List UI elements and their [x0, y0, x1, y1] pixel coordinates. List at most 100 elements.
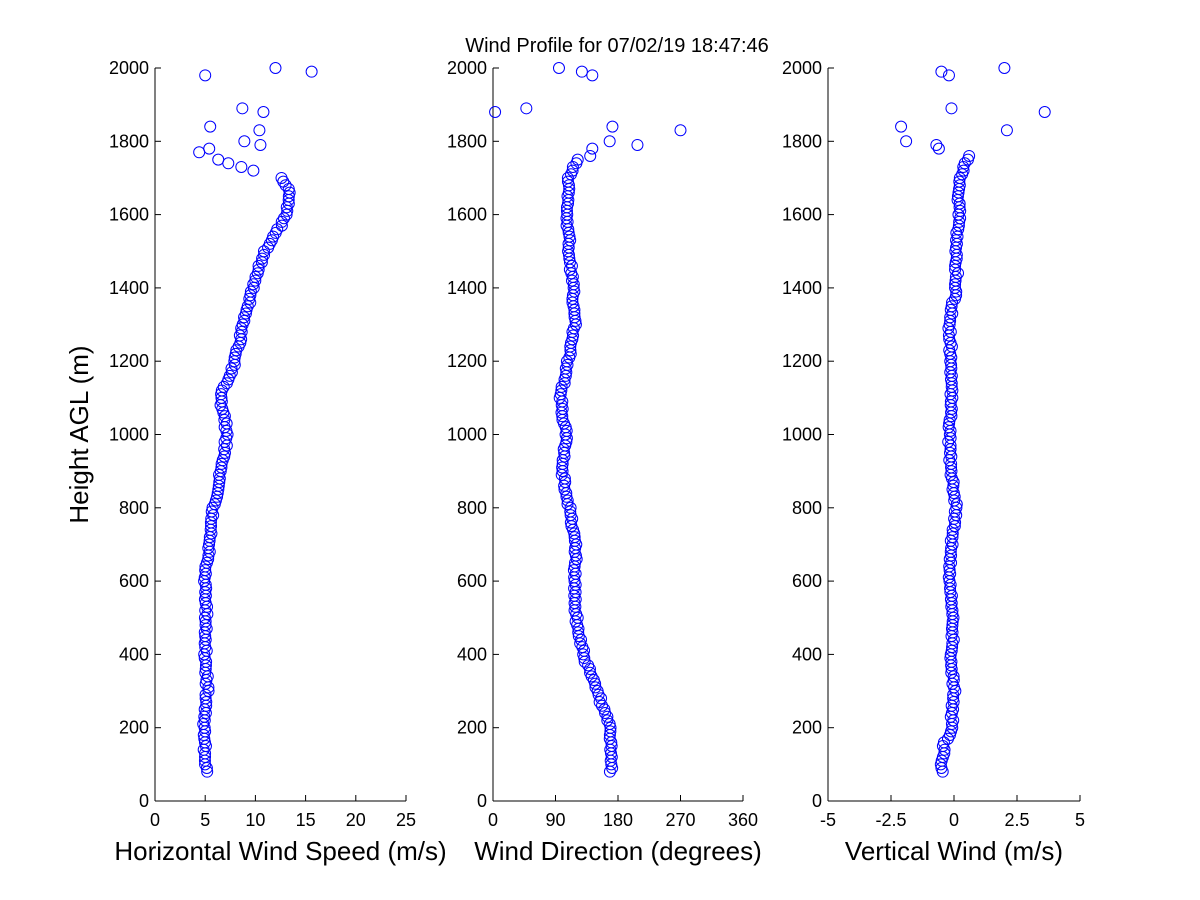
y-tick-label: 1800	[782, 131, 822, 151]
data-point	[568, 531, 581, 544]
data-point	[935, 65, 948, 78]
data-point	[254, 138, 267, 151]
y-tick-label: 800	[119, 498, 149, 518]
data-point	[945, 102, 958, 115]
data-point	[223, 369, 236, 382]
y-tick-label: 0	[812, 791, 822, 811]
y-tick-label: 1000	[447, 425, 487, 445]
data-point	[947, 479, 960, 492]
data-point	[206, 501, 219, 514]
data-point	[277, 212, 290, 225]
y-tick-label: 200	[119, 718, 149, 738]
x-tick-label: 0	[488, 810, 498, 830]
data-point	[305, 65, 318, 78]
x-tick-label: 10	[245, 810, 265, 830]
data-point	[252, 263, 265, 276]
data-point	[241, 300, 254, 313]
y-tick-label: 1000	[109, 425, 149, 445]
data-point	[249, 270, 262, 283]
data-point	[595, 699, 608, 712]
y-tick-label: 200	[792, 718, 822, 738]
x-tick-label: 5	[1075, 810, 1085, 830]
data-point	[230, 344, 243, 357]
y-tick-label: 1600	[782, 205, 822, 225]
x-axis-label: Vertical Wind (m/s)	[845, 836, 1063, 866]
data-point	[950, 498, 963, 511]
y-tick-label: 1200	[782, 351, 822, 371]
data-point	[235, 160, 248, 173]
data-point	[561, 175, 574, 188]
data-point	[564, 509, 577, 522]
y-tick-label: 400	[119, 644, 149, 664]
y-tick-label: 200	[457, 718, 487, 738]
data-point	[252, 259, 265, 272]
data-point	[942, 69, 955, 82]
data-point	[217, 380, 230, 393]
data-point	[895, 120, 908, 133]
y-axis-label: Height AGL (m)	[64, 345, 94, 523]
data-point	[229, 347, 242, 360]
data-point	[586, 69, 599, 82]
data-point	[958, 157, 971, 170]
y-tick-label: 1600	[109, 205, 149, 225]
data-point	[601, 710, 614, 723]
y-tick-label: 1400	[447, 278, 487, 298]
data-point	[238, 135, 251, 148]
data-point	[559, 476, 572, 489]
data-point	[204, 120, 217, 133]
x-tick-label: 270	[665, 810, 695, 830]
data-point	[257, 245, 270, 258]
data-point	[566, 164, 579, 177]
figure-title: Wind Profile for 07/02/19 18:47:46	[465, 35, 769, 57]
x-tick-label: 25	[396, 810, 416, 830]
data-point	[591, 685, 604, 698]
data-point	[235, 325, 248, 338]
data-point	[269, 62, 282, 74]
data-point	[239, 307, 252, 320]
data-point	[603, 718, 616, 731]
x-tick-label: 90	[545, 810, 565, 830]
data-point	[930, 138, 943, 151]
data-point	[571, 153, 584, 166]
data-point	[595, 692, 608, 705]
y-tick-label: 2000	[109, 58, 149, 78]
y-tick-label: 1200	[109, 351, 149, 371]
chart-panel-3: 0 200 400 600 800 1000 1200 1400 1600 1800 2000 -5 -…	[782, 58, 1085, 866]
data-point	[603, 135, 616, 148]
data-point	[604, 725, 617, 738]
x-axis-label: Wind Direction (degrees)	[474, 836, 762, 866]
data-point	[225, 362, 238, 375]
data-point	[586, 142, 599, 155]
data-point	[279, 179, 292, 192]
data-point	[552, 62, 565, 74]
x-axis-label: Horizontal Wind Speed (m/s)	[114, 836, 446, 866]
data-point	[953, 171, 966, 184]
data-point	[222, 157, 235, 170]
x-tick-label: -5	[820, 810, 836, 830]
data-point	[564, 501, 577, 514]
data-point	[275, 219, 288, 232]
data-point	[267, 230, 280, 243]
y-tick-label: 1800	[109, 131, 149, 151]
data-point	[560, 355, 573, 368]
data-point	[489, 105, 502, 118]
data-point	[249, 274, 262, 287]
data-point	[558, 472, 571, 485]
data-point	[199, 692, 212, 705]
data-point	[963, 149, 976, 162]
data-point	[587, 674, 600, 687]
x-tick-label: -2.5	[875, 810, 906, 830]
y-tick-label: 1400	[109, 278, 149, 298]
data-point	[953, 175, 966, 188]
chart-panel-1: 0 200 400 600 800 1000 1200 1400 1600 1800 2000 0 5 1…	[64, 58, 447, 866]
data-point	[564, 340, 577, 353]
y-tick-label: 0	[477, 791, 487, 811]
data-point	[572, 626, 585, 639]
y-tick-label: 1800	[447, 131, 487, 151]
data-point	[561, 358, 574, 371]
x-tick-label: 360	[728, 810, 758, 830]
data-point	[215, 461, 228, 474]
data-point	[244, 285, 257, 298]
data-point	[576, 641, 589, 654]
chart-panel-2: 0 200 400 600 800 1000 1200 1400 1600 1800 2000 0 90…	[447, 58, 762, 866]
